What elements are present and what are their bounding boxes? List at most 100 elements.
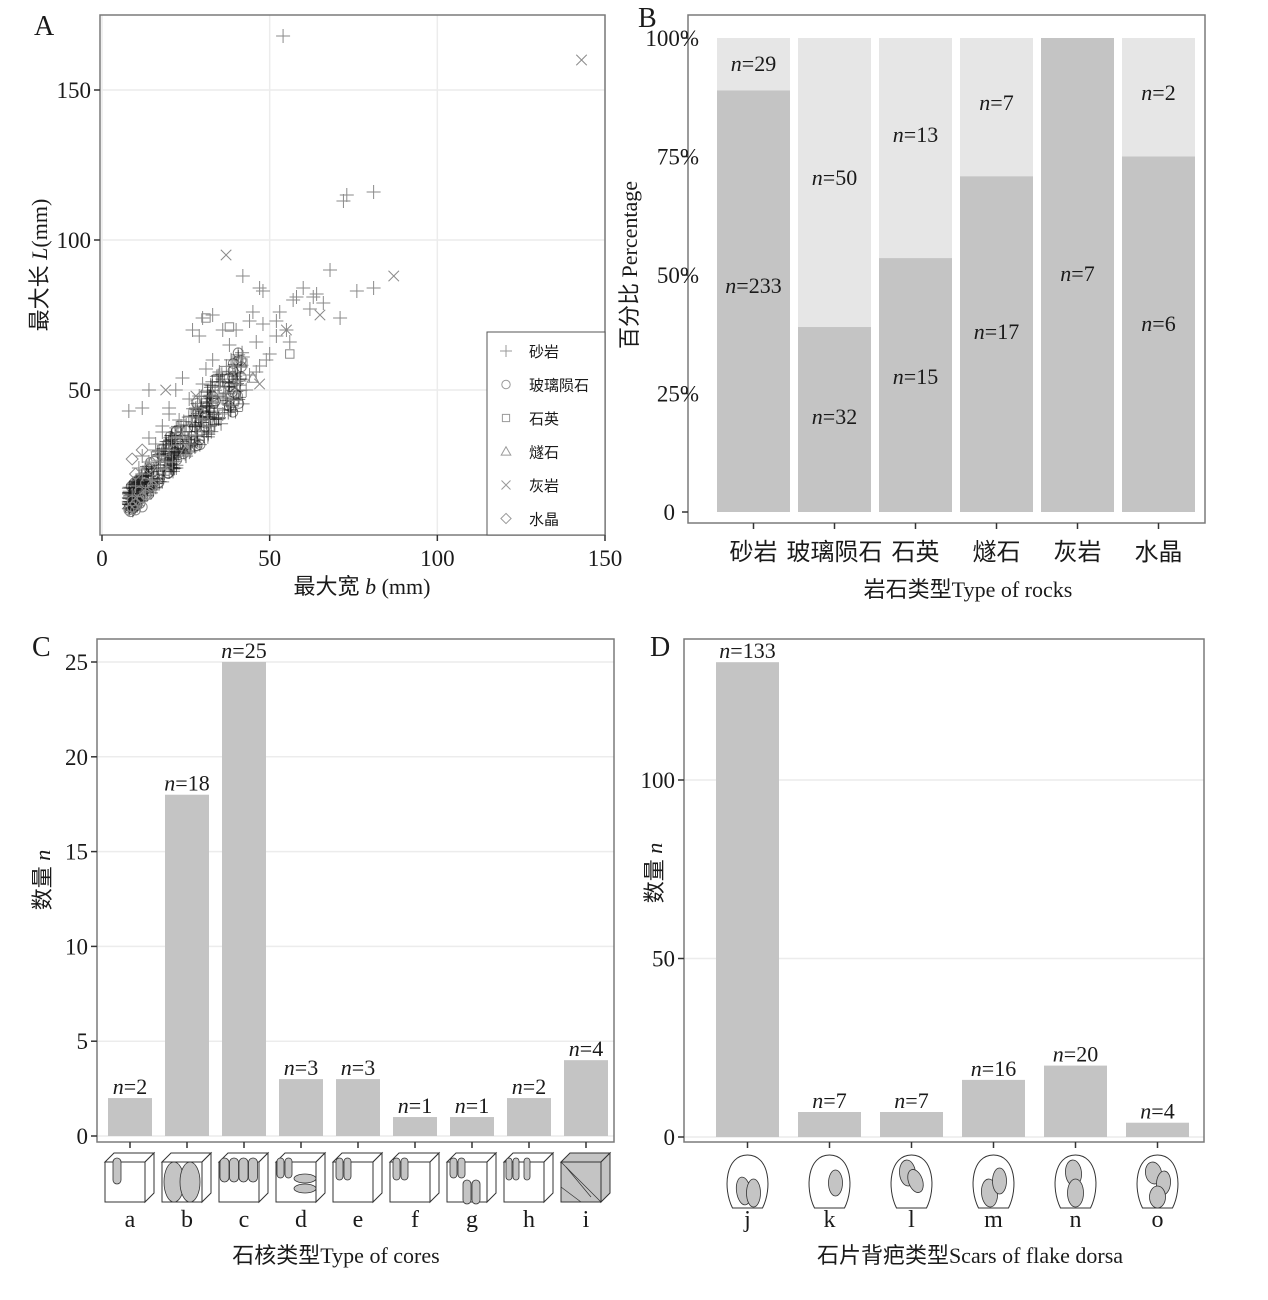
legend-marker-square-icon bbox=[501, 413, 511, 423]
y-tick-label: 100 bbox=[57, 228, 92, 253]
scatter-point bbox=[195, 377, 210, 391]
core-type-f-icon bbox=[388, 1151, 441, 1204]
scatter-point bbox=[306, 290, 321, 304]
panel-d-bars: n=133 n=7 n=7 n=16 n=20 n=4 bbox=[716, 638, 1189, 1137]
data-label: n=133 bbox=[719, 638, 775, 663]
scatter-point-dense bbox=[222, 364, 237, 379]
scatter-point bbox=[195, 311, 210, 325]
panel-d-x-axis-title: 石片背疤类型Scars of flake dorsa bbox=[817, 1243, 1123, 1268]
scatter-point bbox=[133, 486, 145, 498]
bar-lower-segment bbox=[1041, 38, 1114, 512]
y-tick-label: 50 bbox=[68, 378, 91, 403]
bar-n bbox=[1044, 1065, 1107, 1137]
scatter-point bbox=[172, 413, 187, 427]
x-tick-label: l bbox=[908, 1207, 915, 1233]
scatter-point bbox=[269, 314, 284, 328]
data-label-lower: n=32 bbox=[812, 404, 857, 429]
x-tick-label: g bbox=[466, 1207, 478, 1233]
panel-b-bars: n=233 n=29 n=32 n=50 n=15 n=13 n=17 n=7 n=7 n=6 n=… bbox=[717, 38, 1195, 513]
y-tick-label: 100 bbox=[641, 768, 676, 793]
data-label-upper: n=13 bbox=[893, 122, 938, 147]
scatter-point bbox=[220, 249, 232, 261]
scatter-point-dense bbox=[224, 380, 235, 392]
scatter-point-dense bbox=[213, 374, 228, 389]
scatter-point bbox=[232, 374, 247, 388]
bar-g bbox=[450, 1117, 494, 1136]
x-tick-label: i bbox=[583, 1207, 590, 1233]
bar-lower-segment bbox=[960, 176, 1033, 512]
scatter-point-dense bbox=[232, 390, 247, 405]
panel-c-bars: n=2 n=18 n=25 n=3 n=3 n=1 n=1 n=2 n=4 bbox=[108, 638, 608, 1136]
scatter-point bbox=[296, 281, 311, 295]
scatter-point bbox=[128, 479, 143, 493]
x-tick-label: 灰岩 bbox=[1054, 539, 1102, 566]
y-tick-label: 50% bbox=[657, 263, 699, 288]
x-tick-label: 石英 bbox=[892, 539, 940, 566]
bar-l bbox=[880, 1112, 943, 1137]
core-type-c-icon bbox=[217, 1151, 270, 1204]
bar-upper-segment bbox=[798, 38, 871, 328]
panel-c-core-type-icons bbox=[103, 1151, 612, 1205]
legend-label: 燧石 bbox=[529, 445, 559, 462]
scatter-point bbox=[388, 270, 400, 282]
scatter-point-dense bbox=[211, 410, 226, 425]
x-tick-label: f bbox=[411, 1207, 419, 1233]
panel-d-axis-ticks: 0 50 100 j k l m n o bbox=[641, 768, 1164, 1233]
x-tick-label: 150 bbox=[588, 546, 623, 571]
scatter-point bbox=[135, 443, 149, 457]
scatter-point bbox=[178, 449, 193, 463]
panel-d-label: D bbox=[650, 632, 670, 663]
scatter-point-dense bbox=[211, 368, 226, 383]
scatter-point-dense bbox=[186, 401, 201, 416]
legend-marker-triangle-icon bbox=[500, 445, 512, 456]
scatter-point bbox=[252, 359, 267, 373]
scatter-point bbox=[282, 335, 297, 349]
x-tick-label: a bbox=[125, 1207, 136, 1233]
scatter-point bbox=[192, 329, 207, 343]
panel-c-axis-ticks: 0 5 10 15 20 25 a b c d e f g h i bbox=[65, 650, 590, 1233]
legend-label: 玻璃陨石 bbox=[529, 378, 589, 395]
bar-a bbox=[108, 1098, 152, 1136]
scatter-point bbox=[254, 378, 266, 390]
x-tick-label: 燧石 bbox=[973, 539, 1021, 566]
data-label-lower: n=7 bbox=[1060, 261, 1094, 286]
scatter-point-dense bbox=[215, 372, 230, 387]
scatter-point bbox=[249, 335, 264, 349]
data-label: n=16 bbox=[971, 1056, 1016, 1081]
core-type-i-icon bbox=[559, 1151, 612, 1204]
scatter-point bbox=[150, 451, 161, 461]
scatter-point bbox=[140, 477, 151, 489]
x-tick-label: 砂岩 bbox=[730, 539, 778, 566]
scatter-point bbox=[245, 305, 260, 319]
data-label: n=4 bbox=[569, 1036, 603, 1061]
scatter-point bbox=[195, 413, 210, 427]
scatter-point bbox=[160, 384, 172, 396]
data-label-lower: n=233 bbox=[725, 273, 781, 298]
data-label: n=7 bbox=[894, 1088, 928, 1113]
legend-marker-plus-icon bbox=[500, 345, 512, 357]
scatter-point bbox=[215, 323, 230, 337]
y-tick-label: 75% bbox=[657, 145, 699, 170]
bar-lower-segment bbox=[798, 327, 871, 512]
scatter-point bbox=[219, 386, 234, 400]
scatter-point bbox=[205, 308, 220, 322]
scatter-point bbox=[136, 492, 148, 504]
scatter-point-dense bbox=[204, 424, 219, 439]
bar-c bbox=[222, 662, 266, 1136]
y-tick-label: 100% bbox=[645, 26, 699, 51]
data-label-upper: n=7 bbox=[979, 90, 1013, 115]
panel-d-frame bbox=[683, 638, 1205, 1143]
panel-a-y-axis-title: 最大长 L(mm) bbox=[27, 199, 52, 332]
scatter-point bbox=[366, 185, 381, 199]
scatter-point bbox=[140, 489, 151, 501]
scatter-point-dense bbox=[155, 474, 170, 489]
y-tick-label: 25 bbox=[65, 650, 88, 675]
scatter-point bbox=[224, 322, 235, 332]
panel-a-label: A bbox=[34, 11, 55, 42]
scatter-point bbox=[242, 314, 257, 328]
scatter-point bbox=[366, 281, 381, 295]
panel-c-y-axis-title: 数量 n bbox=[30, 850, 55, 911]
scatter-point-dense bbox=[122, 480, 137, 495]
data-label-upper: n=29 bbox=[731, 51, 776, 76]
scatter-point bbox=[198, 362, 213, 376]
